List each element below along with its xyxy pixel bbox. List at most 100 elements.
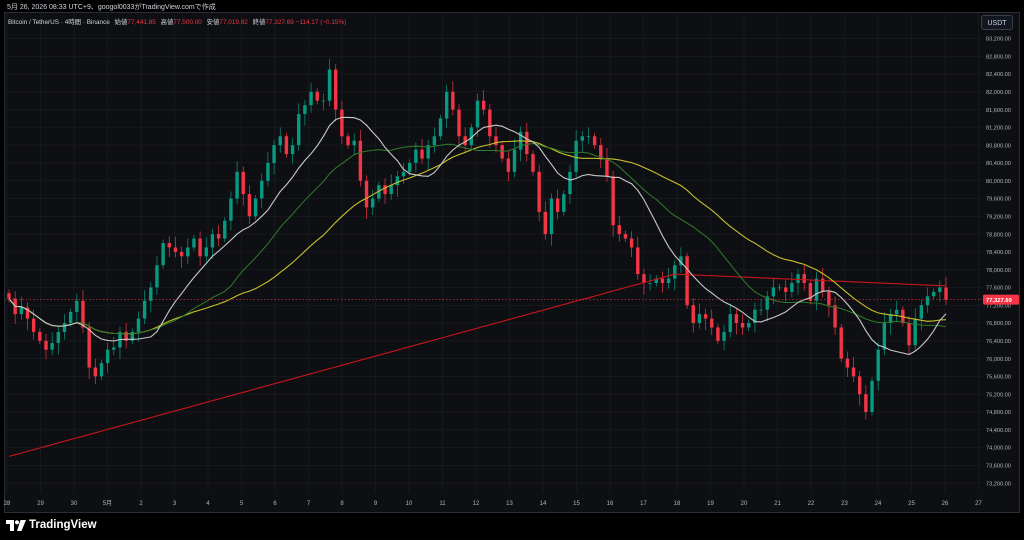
candle-body — [586, 136, 591, 138]
candle-body — [68, 311, 73, 324]
y-tick-label: 73,600.00 — [986, 464, 1011, 470]
candle-body — [648, 283, 652, 284]
candle-body — [186, 247, 190, 257]
candle-body — [438, 118, 443, 137]
candle-body — [623, 234, 628, 239]
candle-body — [383, 185, 387, 195]
symbol-legend: Bitcoin / TetherUS · 4時間 · Binance 始値77,… — [8, 17, 346, 26]
x-tick-label: 29 — [37, 501, 44, 507]
x-tick-label: 24 — [875, 501, 882, 507]
candle-body — [537, 171, 541, 212]
x-tick-label: 22 — [808, 501, 815, 507]
x-tick-label: 21 — [774, 501, 781, 507]
candle-body — [161, 242, 165, 266]
candle-body — [284, 136, 289, 155]
candle-body — [574, 140, 578, 172]
y-tick-label: 76,800.00 — [986, 321, 1011, 327]
candle-body — [352, 140, 356, 146]
candle-body — [814, 278, 819, 301]
y-tick-label: 77,200.00 — [986, 303, 1011, 309]
x-tick-label: 4 — [206, 501, 210, 507]
candle-body — [488, 109, 492, 137]
candle-body — [216, 234, 221, 239]
candle-body — [346, 136, 350, 146]
currency-button[interactable]: USDT — [981, 15, 1013, 30]
candle-body — [179, 251, 184, 257]
candle-body — [99, 363, 104, 377]
candle-body — [290, 145, 295, 155]
candle-body — [334, 69, 338, 110]
x-tick-label: 19 — [707, 501, 714, 507]
ma-long-line — [8, 273, 947, 457]
candle-body — [260, 180, 264, 199]
candle-body — [247, 194, 252, 217]
candle-body — [432, 136, 437, 146]
candle-body — [808, 283, 813, 301]
candle-body — [654, 278, 658, 284]
candle-body — [469, 127, 474, 146]
candle-body — [512, 149, 517, 172]
candle-body — [925, 296, 930, 306]
y-tick-label: 73,200.00 — [986, 481, 1011, 487]
tradingview-logo-icon — [6, 519, 26, 531]
candle-body — [87, 327, 91, 368]
last-price-badge — [983, 294, 1019, 305]
candle-body — [494, 136, 498, 146]
candle-body — [531, 154, 535, 172]
candle-body — [525, 131, 529, 155]
candle-body — [266, 162, 270, 181]
candle-body — [697, 314, 702, 324]
candle-body — [136, 318, 141, 332]
tradingview-logo[interactable]: TradingView — [6, 518, 97, 532]
x-tick-label: 13 — [506, 501, 513, 507]
x-tick-label: 3 — [173, 501, 177, 507]
candle-body — [679, 256, 683, 266]
candle-body — [414, 149, 418, 163]
candle-body — [931, 291, 936, 297]
candle-body — [278, 136, 282, 146]
x-tick-label: 20 — [741, 501, 748, 507]
y-tick-label: 77,600.00 — [986, 286, 1011, 292]
ma-fast-line — [8, 116, 947, 356]
x-tick-label: 8 — [340, 501, 344, 507]
candle-body — [253, 198, 258, 217]
y-tick-label: 82,400.00 — [986, 72, 1011, 78]
candle-body — [463, 136, 467, 146]
y-tick-label: 80,000.00 — [986, 179, 1011, 185]
candle-body — [821, 278, 825, 292]
candle-body — [204, 247, 208, 257]
candle-body — [364, 180, 369, 208]
symbol-name: Bitcoin / TetherUS · 4時間 · Binance — [8, 19, 110, 26]
candle-body — [81, 300, 85, 328]
candle-body — [716, 327, 720, 341]
candle-body — [142, 300, 147, 319]
candle-body — [420, 149, 424, 159]
candle-body — [747, 323, 751, 328]
candle-body — [888, 314, 893, 324]
high-value: 77,500.00 — [173, 19, 202, 26]
candle-body — [845, 358, 850, 368]
y-tick-label: 76,400.00 — [986, 339, 1011, 345]
y-tick-label: 80,400.00 — [986, 161, 1011, 167]
candle-body — [642, 274, 646, 284]
candle-body — [703, 314, 708, 319]
x-tick-label: 15 — [573, 501, 580, 507]
candle-body — [149, 287, 153, 301]
candle-body — [426, 145, 430, 159]
candle-body — [50, 343, 54, 350]
x-tick-label: 6 — [273, 501, 277, 507]
candle-body — [833, 305, 837, 328]
candle-body — [753, 309, 757, 324]
candle-body — [771, 287, 776, 297]
candle-body — [130, 331, 134, 341]
candle-body — [444, 91, 449, 119]
candle-body — [660, 278, 665, 284]
x-tick-label: 9 — [374, 501, 378, 507]
candle-body — [500, 145, 504, 159]
x-tick-label: 27 — [975, 501, 982, 507]
candle-body — [340, 109, 344, 137]
candle-body — [124, 331, 128, 341]
candle-body — [851, 367, 856, 377]
